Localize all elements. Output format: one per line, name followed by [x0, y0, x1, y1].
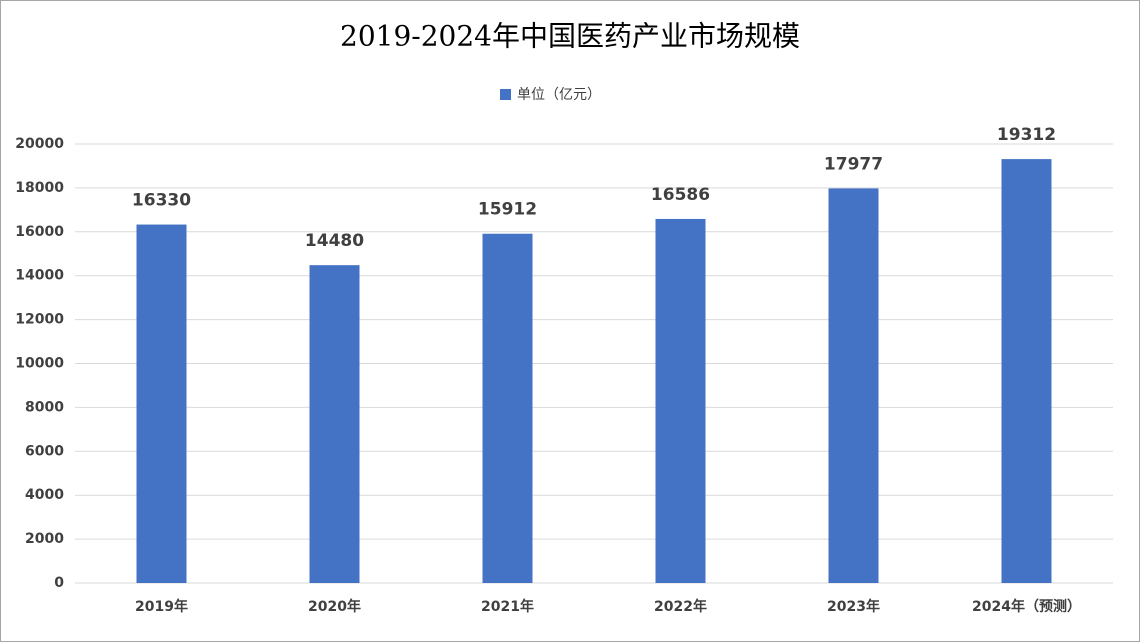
data-label: 16586 — [651, 185, 710, 205]
bar — [828, 188, 879, 583]
y-tick-label: 8000 — [25, 399, 64, 415]
y-tick-label: 6000 — [25, 443, 64, 459]
x-tick-label: 2019年 — [135, 598, 188, 615]
bar — [136, 224, 187, 583]
y-tick-label: 12000 — [15, 312, 64, 328]
bar — [309, 265, 360, 583]
x-tick-label: 2020年 — [308, 598, 361, 615]
data-label: 15912 — [478, 200, 537, 220]
y-tick-label: 10000 — [15, 356, 64, 372]
y-tick-label: 0 — [54, 575, 64, 591]
y-tick-label: 20000 — [15, 136, 64, 152]
y-tick-label: 14000 — [15, 268, 64, 284]
bar — [482, 233, 533, 583]
data-label: 16330 — [132, 191, 191, 211]
data-label: 14480 — [305, 231, 364, 251]
y-tick-label: 18000 — [15, 180, 64, 196]
data-label: 17977 — [824, 154, 883, 174]
y-tick-label: 4000 — [25, 487, 64, 503]
x-tick-label: 2022年 — [654, 598, 707, 615]
bar — [1001, 159, 1052, 583]
y-tick-label: 2000 — [25, 531, 64, 547]
x-tick-label: 2021年 — [481, 598, 534, 615]
x-tick-label: 2023年 — [827, 598, 880, 615]
x-tick-label: 2024年（预测） — [972, 598, 1081, 615]
chart-title: 2019-2024年中国医药产业市场规模 — [340, 20, 800, 53]
legend-label: 单位（亿元） — [517, 87, 601, 103]
legend-swatch — [500, 89, 511, 100]
y-tick-label: 16000 — [15, 224, 64, 240]
data-label: 19312 — [997, 125, 1056, 145]
bar — [655, 218, 706, 583]
